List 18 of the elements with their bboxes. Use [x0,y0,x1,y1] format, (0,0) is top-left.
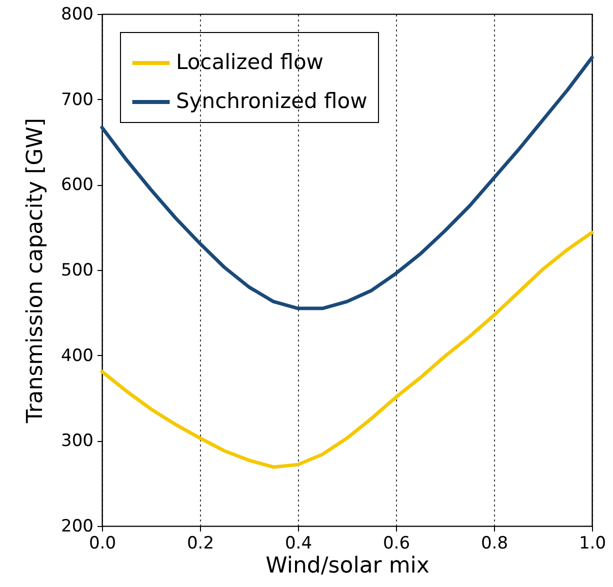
y-tick-label: 800 [61,4,94,24]
x-tick-label: 0.0 [88,534,116,554]
x-tick-label: 1.0 [578,534,606,554]
y-tick-label: 600 [61,175,94,196]
y-tick-label: 700 [61,90,94,110]
legend-label: Localized flow [176,50,324,74]
legend-label: Synchronized flow [176,89,368,113]
x-tick-label: 0.8 [480,534,508,554]
x-tick-label: 0.6 [382,534,410,554]
y-tick-label: 400 [61,346,94,366]
y-tick-label: 300 [61,431,94,452]
y-tick-label: 200 [61,516,94,536]
line-series [100,230,594,469]
x-axis-title: Wind/solar mix [266,554,430,578]
y-tick-label: 500 [61,260,94,280]
y-axis-title: Transmission capacity [GW] [23,118,48,424]
x-tick-label: 0.4 [284,534,312,554]
x-tick-label: 0.2 [186,534,214,554]
